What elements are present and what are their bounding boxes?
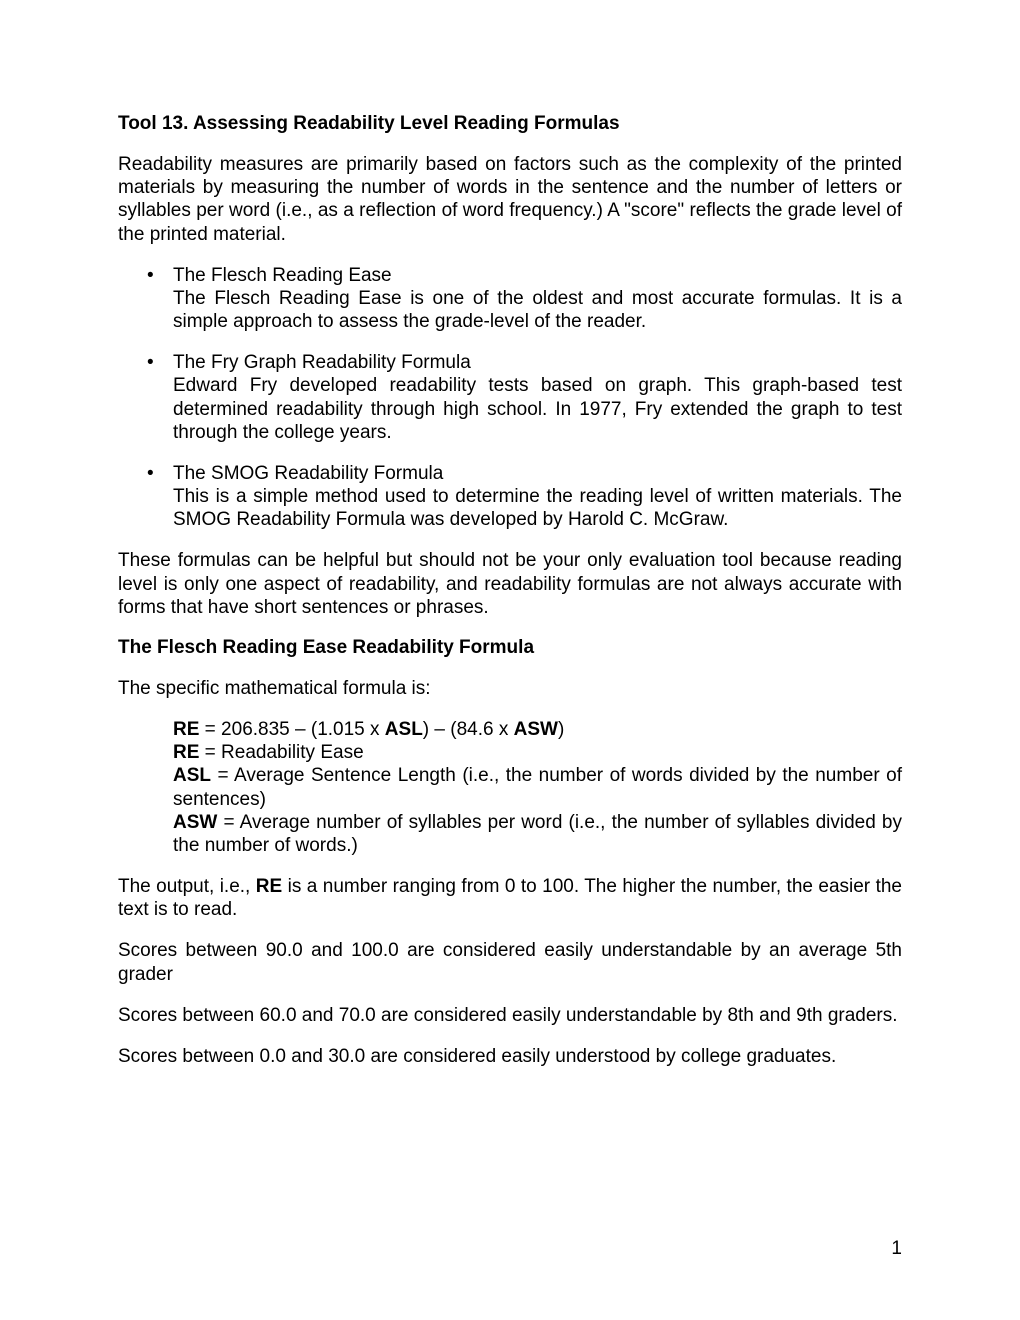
asw-def: = Average number of syllables per word (…	[173, 812, 902, 856]
bullet-body: Edward Fry developed readability tests b…	[173, 375, 902, 442]
asw-var: ASW	[514, 719, 558, 740]
page-number: 1	[891, 1238, 902, 1260]
score-range-2: Scores between 60.0 and 70.0 are conside…	[118, 1004, 902, 1027]
bullet-body: This is a simple method used to determin…	[173, 486, 902, 530]
bullet-heading: The Flesch Reading Ease	[173, 264, 902, 287]
re-inline: RE	[256, 876, 282, 897]
bullet-body: The Flesch Reading Ease is one of the ol…	[173, 288, 902, 332]
re-def: = Readability Ease	[199, 742, 363, 763]
formula-block: RE = 206.835 – (1.015 x ASL) – (84.6 x A…	[118, 718, 902, 857]
page-title: Tool 13. Assessing Readability Level Rea…	[118, 113, 902, 135]
eq-text: )	[558, 719, 564, 740]
asw-definition: ASW = Average number of syllables per wo…	[173, 811, 902, 857]
intro-paragraph: Readability measures are primarily based…	[118, 153, 902, 246]
caveat-paragraph: These formulas can be helpful but should…	[118, 549, 902, 619]
formula-equation: RE = 206.835 – (1.015 x ASL) – (84.6 x A…	[173, 718, 902, 741]
list-item: The Flesch Reading Ease The Flesch Readi…	[173, 264, 902, 334]
asw-label: ASW	[173, 812, 217, 833]
document-page: Tool 13. Assessing Readability Level Rea…	[0, 0, 1020, 1320]
asl-def: = Average Sentence Length (i.e., the num…	[173, 765, 902, 809]
eq-text: ) – (84.6 x	[423, 719, 514, 740]
re-var: RE	[173, 719, 199, 740]
re-definition: RE = Readability Ease	[173, 741, 902, 764]
output-pre: The output, i.e.,	[118, 876, 256, 897]
asl-definition: ASL = Average Sentence Length (i.e., the…	[173, 764, 902, 810]
formula-list: The Flesch Reading Ease The Flesch Readi…	[118, 264, 902, 532]
bullet-heading: The Fry Graph Readability Formula	[173, 351, 902, 374]
eq-text: = 206.835 – (1.015 x	[199, 719, 384, 740]
asl-label: ASL	[173, 765, 211, 786]
list-item: The Fry Graph Readability Formula Edward…	[173, 351, 902, 444]
list-item: The SMOG Readability Formula This is a s…	[173, 462, 902, 532]
bullet-heading: The SMOG Readability Formula	[173, 462, 902, 485]
section-title: The Flesch Reading Ease Readability Form…	[118, 637, 902, 659]
re-label: RE	[173, 742, 199, 763]
score-range-3: Scores between 0.0 and 30.0 are consider…	[118, 1045, 902, 1068]
formula-intro: The specific mathematical formula is:	[118, 677, 902, 700]
score-range-1: Scores between 90.0 and 100.0 are consid…	[118, 939, 902, 985]
output-paragraph: The output, i.e., RE is a number ranging…	[118, 875, 902, 921]
asl-var: ASL	[385, 719, 423, 740]
